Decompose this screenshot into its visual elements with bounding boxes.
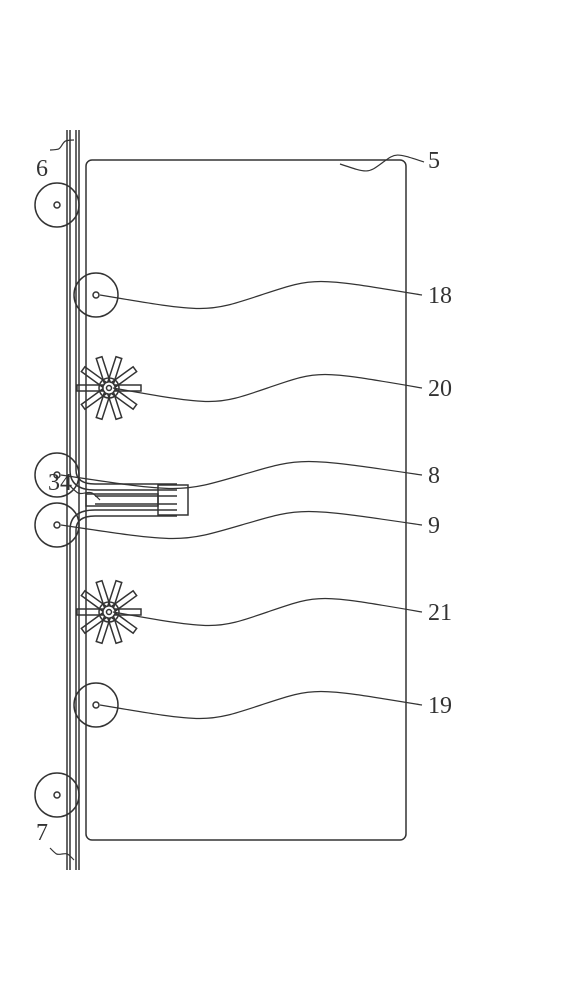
callout-label-6: 6 — [36, 156, 48, 182]
callout-label-5: 5 — [428, 148, 440, 174]
leader-line — [100, 692, 422, 719]
callout-label-21: 21 — [428, 600, 452, 626]
callout-label-20: 20 — [428, 376, 452, 402]
roller-axle — [54, 202, 60, 208]
callout-label-18: 18 — [428, 283, 452, 309]
callout-label-7: 7 — [36, 820, 48, 846]
housing-box — [86, 160, 406, 840]
roller-outline — [74, 683, 118, 727]
brush-axle — [107, 610, 112, 615]
callout-label-19: 19 — [428, 693, 452, 719]
roller-outline — [35, 503, 79, 547]
roller-axle — [93, 702, 99, 708]
roller-axle — [54, 792, 60, 798]
callout-label-34: 34 — [48, 470, 72, 496]
roller — [35, 503, 79, 547]
roller — [74, 273, 118, 317]
callout-label-8: 8 — [428, 463, 440, 489]
roller-axle — [54, 522, 60, 528]
callout-label-9: 9 — [428, 513, 440, 539]
leader-line — [100, 282, 422, 309]
roller — [74, 683, 118, 727]
roller-outline — [35, 773, 79, 817]
leader-5 — [340, 155, 424, 171]
roller-outline — [35, 183, 79, 227]
brush-axle — [107, 386, 112, 391]
leader-line — [113, 599, 422, 626]
roller-outline — [74, 273, 118, 317]
roller — [35, 183, 79, 227]
roller — [35, 773, 79, 817]
leader-line — [113, 375, 422, 402]
roller-axle — [93, 292, 99, 298]
diagram-canvas: 5 6 7 34 18 19 20 21 8 9 — [0, 0, 564, 1000]
